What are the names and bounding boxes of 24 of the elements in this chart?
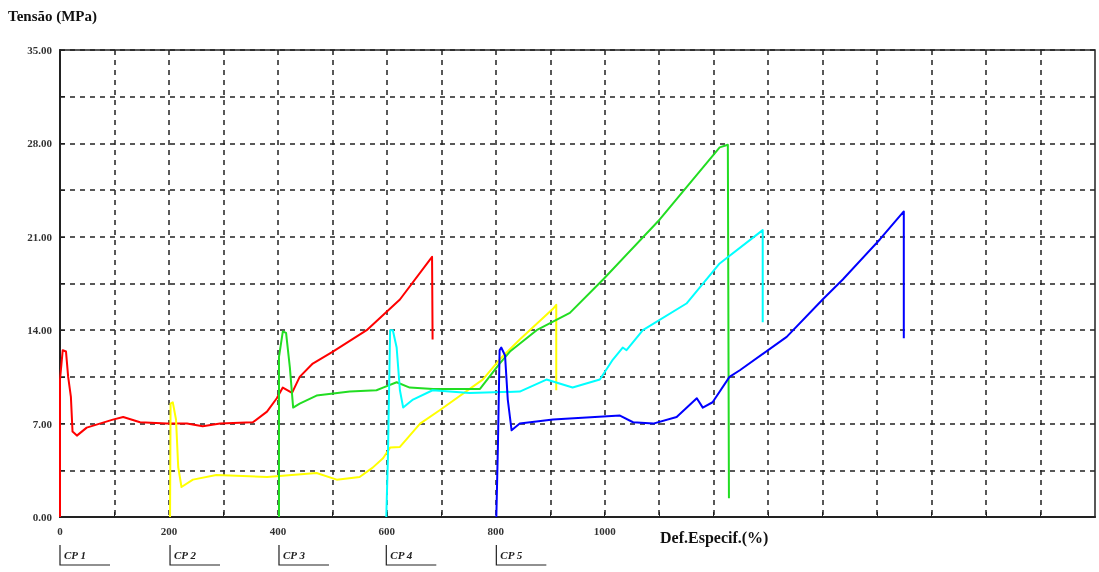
- x-tick-label: 200: [160, 524, 178, 537]
- y-tick-label: 21.00: [27, 230, 53, 243]
- x-tick-label: 600: [378, 524, 396, 537]
- y-tick-label: 28.00: [27, 137, 53, 150]
- y-axis-title: Tensão (MPa): [8, 7, 98, 25]
- y-tick-label: 14.00: [27, 324, 53, 337]
- text: CP 1: [64, 548, 86, 561]
- line-series: [495, 210, 905, 518]
- line-series: [59, 255, 434, 518]
- y-tick-label: 0.00: [32, 511, 53, 523]
- line-series: [169, 303, 558, 518]
- x-axis-title: Def.Especif.(%): [660, 528, 769, 547]
- line-series: [277, 143, 730, 518]
- x-tick-label: 800: [487, 524, 505, 537]
- y-tick-label: 7.00: [32, 417, 53, 430]
- text: CP 3: [282, 548, 306, 561]
- text: CP 4: [390, 548, 413, 561]
- x-tick-label: 0: [57, 524, 64, 537]
- line-series: [385, 229, 764, 518]
- text: CP 2: [174, 548, 197, 561]
- x-tick-label: 400: [269, 524, 287, 537]
- text: CP 5: [500, 548, 523, 561]
- y-tick-label: 35.00: [27, 44, 53, 56]
- x-tick-label: 1000: [593, 524, 617, 537]
